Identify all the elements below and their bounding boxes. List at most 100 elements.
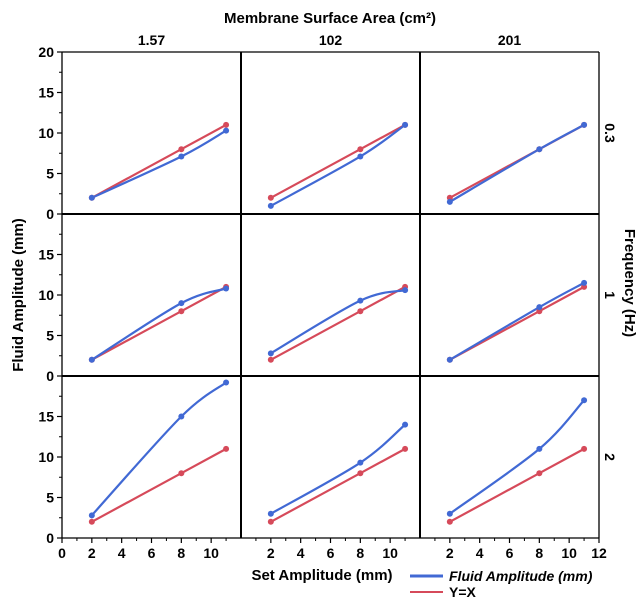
data-point-fluid-amplitude (581, 279, 588, 286)
series-line-fluid-amplitude (449, 123, 585, 203)
data-point-fluid-amplitude (357, 459, 364, 466)
column-label-1p57: 1.57 (138, 32, 165, 48)
data-point-fluid-amplitude (88, 194, 95, 201)
x-tick-label: 8 (535, 545, 543, 561)
chart-title: Membrane Surface Area (cm²) (224, 10, 436, 27)
x-tick-label: 10 (203, 545, 219, 561)
series-line-y-equals-x (91, 285, 227, 361)
panel-2-201 (446, 397, 588, 525)
data-point-fluid-amplitude (88, 512, 95, 519)
series-line-fluid-amplitude (270, 124, 406, 207)
panel-0p3-201 (446, 121, 588, 205)
y-tick-label: 15 (38, 247, 54, 263)
x-tick-label: 2 (446, 545, 454, 561)
data-point-y-equals-x (357, 146, 364, 153)
series-line-y-equals-x (270, 285, 406, 361)
data-point-fluid-amplitude (178, 153, 185, 160)
data-point-y-equals-x (178, 470, 185, 477)
y-tick-label: 5 (46, 166, 54, 182)
data-point-y-equals-x (267, 356, 274, 363)
frequency-axis-label: Frequency (Hz) (621, 229, 638, 337)
data-point-y-equals-x (178, 146, 185, 153)
data-point-y-equals-x (88, 518, 95, 525)
series-line-y-equals-x (91, 447, 227, 523)
x-tick-label: 0 (58, 545, 66, 561)
data-point-fluid-amplitude (446, 198, 453, 205)
row-label-0p3: 0.3 (602, 123, 618, 143)
x-tick-label: 6 (148, 545, 156, 561)
series-line-y-equals-x (270, 123, 406, 199)
data-point-fluid-amplitude (357, 153, 364, 160)
series-line-fluid-amplitude (270, 289, 406, 355)
data-point-y-equals-x (357, 470, 364, 477)
data-point-fluid-amplitude (402, 121, 409, 128)
data-point-fluid-amplitude (267, 510, 274, 517)
data-point-fluid-amplitude (267, 202, 274, 209)
row-label-2: 2 (602, 453, 618, 461)
data-point-fluid-amplitude (402, 287, 409, 294)
panel-0p3-102 (267, 121, 409, 209)
data-point-fluid-amplitude (223, 285, 230, 292)
legend-label-yx: Y=X (449, 584, 477, 600)
data-point-y-equals-x (536, 470, 543, 477)
x-tick-label: 2 (267, 545, 275, 561)
y-tick-label: 0 (46, 206, 54, 222)
y-tick-label: 20 (38, 44, 54, 60)
data-point-fluid-amplitude (267, 350, 274, 357)
x-axis-label: Set Amplitude (mm) (251, 567, 392, 584)
y-tick-label: 10 (38, 449, 54, 465)
panel-1-102 (267, 283, 409, 363)
panel-1-1p57 (88, 283, 230, 363)
x-tick-label: 4 (118, 545, 126, 561)
column-label-102: 102 (319, 32, 343, 48)
series-line-fluid-amplitude (91, 381, 227, 517)
y-tick-label: 15 (38, 85, 54, 101)
series-line-y-equals-x (270, 447, 406, 523)
data-point-fluid-amplitude (446, 356, 453, 363)
x-tick-label: 8 (356, 545, 364, 561)
panel-0p3-1p57 (88, 121, 230, 201)
data-point-fluid-amplitude (178, 413, 185, 420)
data-point-y-equals-x (581, 445, 588, 452)
y-tick-label: 0 (46, 530, 54, 546)
legend-label-fluid: Fluid Amplitude (mm) (449, 568, 593, 584)
data-point-fluid-amplitude (402, 421, 409, 428)
x-tick-label: 2 (88, 545, 96, 561)
data-point-fluid-amplitude (88, 356, 95, 363)
data-point-fluid-amplitude (446, 510, 453, 517)
x-tick-label: 6 (506, 545, 514, 561)
series-line-y-equals-x (449, 447, 585, 523)
x-tick-label: 4 (476, 545, 484, 561)
x-tick-label: 8 (177, 545, 185, 561)
x-tick-label: 10 (382, 545, 398, 561)
data-point-fluid-amplitude (223, 127, 230, 134)
data-point-y-equals-x (267, 518, 274, 525)
x-tick-label: 10 (561, 545, 577, 561)
x-tick-label: 4 (297, 545, 305, 561)
series-line-y-equals-x (91, 123, 227, 199)
y-axis-label: Fluid Amplitude (mm) (10, 218, 27, 372)
series-line-fluid-amplitude (449, 399, 585, 515)
data-point-fluid-amplitude (536, 304, 543, 311)
data-point-y-equals-x (178, 308, 185, 315)
column-label-201: 201 (498, 32, 522, 48)
data-point-fluid-amplitude (581, 397, 588, 404)
row-label-1: 1 (602, 291, 618, 299)
y-tick-label: 0 (46, 368, 54, 384)
series-line-fluid-amplitude (270, 423, 406, 515)
data-point-fluid-amplitude (357, 297, 364, 304)
panel-2-1p57 (88, 379, 230, 525)
data-point-fluid-amplitude (178, 300, 185, 307)
y-tick-label: 10 (38, 125, 54, 141)
data-point-y-equals-x (267, 194, 274, 201)
x-tick-label: 12 (591, 545, 607, 561)
data-point-fluid-amplitude (536, 146, 543, 153)
data-point-y-equals-x (223, 445, 230, 452)
series-line-fluid-amplitude (449, 281, 585, 361)
y-tick-label: 5 (46, 490, 54, 506)
x-tick-label: 6 (327, 545, 335, 561)
data-point-fluid-amplitude (223, 379, 230, 386)
y-tick-label: 10 (38, 287, 54, 303)
data-point-fluid-amplitude (536, 445, 543, 452)
